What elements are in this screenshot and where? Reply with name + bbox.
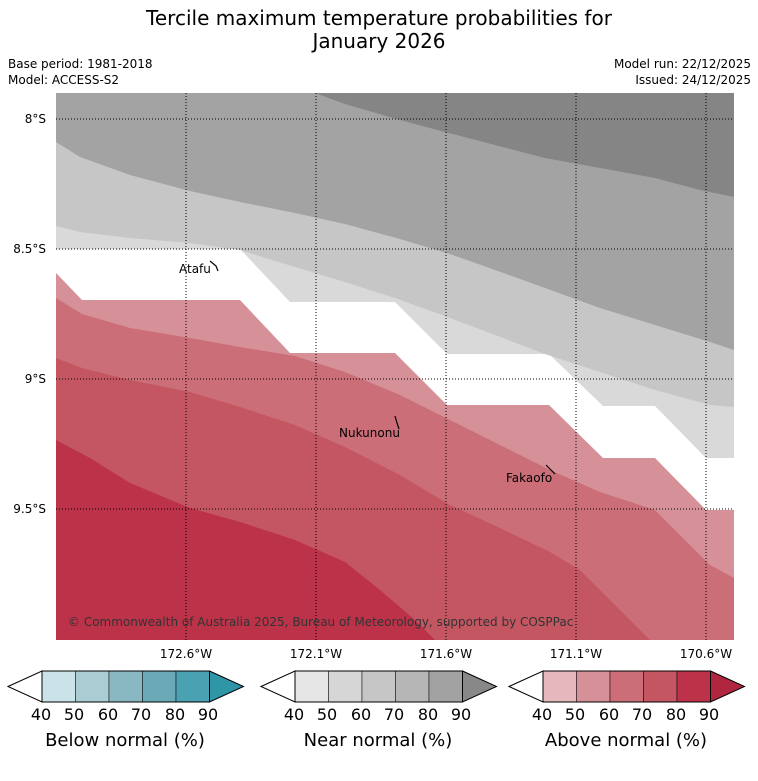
below-colorbar-over-arrow	[209, 670, 245, 703]
near-colorbar-segment-80	[428, 670, 463, 703]
map-title-line-1: Tercile maximum temperature probabilitie…	[146, 6, 612, 30]
near-colorbar-under-arrow	[259, 670, 296, 703]
near-colorbar-over-arrow	[462, 670, 498, 703]
above-normal-region-strongest	[56, 440, 435, 640]
lon-label-172-1w: 172.1°W	[289, 647, 343, 661]
near-tick-80: 80	[417, 705, 439, 724]
near-colorbar-segment-70	[395, 670, 430, 703]
fakaofo-island-shape	[545, 464, 556, 475]
issued-date: Issued: 24/12/2025	[635, 73, 751, 87]
above-tick-40: 40	[531, 705, 553, 724]
near-colorbar-segment-60	[361, 670, 396, 703]
lon-label-170-6w: 170.6°W	[679, 647, 733, 661]
lat-label-9s: 9°S	[24, 372, 46, 386]
place-label-nukunonu: Nukunonu	[339, 426, 400, 440]
near-tick-50: 50	[316, 705, 338, 724]
lon-label-171-1w: 171.1°W	[549, 647, 603, 661]
base-period: Base period: 1981-2018	[8, 57, 153, 71]
place-label-atafu: Atafu	[179, 262, 211, 276]
colorbar-below-normal	[6, 670, 245, 703]
model-run: Model run: 22/12/2025	[613, 57, 751, 71]
below-colorbar-segment-40	[41, 670, 76, 703]
near-tick-90: 90	[450, 705, 472, 724]
below-tick-70: 70	[130, 705, 152, 724]
lon-label-172-6w: 172.6°W	[159, 647, 213, 661]
lat-label-8-5s: 8.5°S	[13, 242, 46, 256]
below-colorbar-segment-60	[108, 670, 143, 703]
above-tick-70: 70	[631, 705, 653, 724]
lon-label-171-6w: 171.6°W	[419, 647, 473, 661]
near-tick-70: 70	[383, 705, 405, 724]
above-colorbar-over-arrow	[710, 670, 746, 703]
below-colorbar-segment-70	[142, 670, 177, 703]
below-normal-title: Below normal (%)	[45, 730, 205, 751]
above-tick-50: 50	[564, 705, 586, 724]
above-tick-60: 60	[598, 705, 620, 724]
lat-label-9-5s: 9.5°S	[13, 502, 46, 516]
below-tick-50: 50	[63, 705, 85, 724]
colorbar-above-normal	[507, 670, 746, 703]
below-colorbar-outline	[41, 670, 210, 703]
above-colorbar-under-arrow	[507, 670, 544, 703]
above-tick-90: 90	[698, 705, 720, 724]
above-normal-title: Above normal (%)	[544, 730, 708, 751]
colorbars	[6, 670, 746, 703]
near-colorbar-segment-40	[294, 670, 329, 703]
nukunonu-island-shape	[394, 415, 400, 430]
below-colorbar-segment-50	[75, 670, 110, 703]
atafu-island-shape	[209, 260, 219, 272]
near-colorbar-segment-50	[328, 670, 363, 703]
below-tick-90: 90	[197, 705, 219, 724]
below-tick-60: 60	[97, 705, 119, 724]
below-colorbar-segment-80	[175, 670, 210, 703]
above-colorbar-outline	[542, 670, 711, 703]
lat-label-8s: 8°S	[24, 112, 46, 126]
above-tick-80: 80	[665, 705, 687, 724]
near-tick-40: 40	[283, 705, 305, 724]
place-label-fakaofo: Fakaofo	[506, 471, 553, 485]
below-colorbar-under-arrow	[6, 670, 43, 703]
map-title-line-2: January 2026	[312, 29, 446, 53]
below-tick-40: 40	[30, 705, 52, 724]
above-colorbar-segment-50	[576, 670, 611, 703]
colorbar-near-normal	[259, 670, 498, 703]
near-tick-60: 60	[350, 705, 372, 724]
copyright-notice: © Commonwealth of Australia 2025, Bureau…	[68, 615, 574, 629]
above-colorbar-segment-40	[542, 670, 577, 703]
near-colorbar-outline	[294, 670, 463, 703]
below-tick-80: 80	[164, 705, 186, 724]
above-colorbar-segment-80	[676, 670, 711, 703]
above-colorbar-segment-60	[609, 670, 644, 703]
above-colorbar-segment-70	[643, 670, 678, 703]
near-normal-title: Near normal (%)	[303, 730, 453, 751]
map-gridlines	[56, 93, 734, 640]
model-name: Model: ACCESS-S2	[8, 73, 120, 87]
